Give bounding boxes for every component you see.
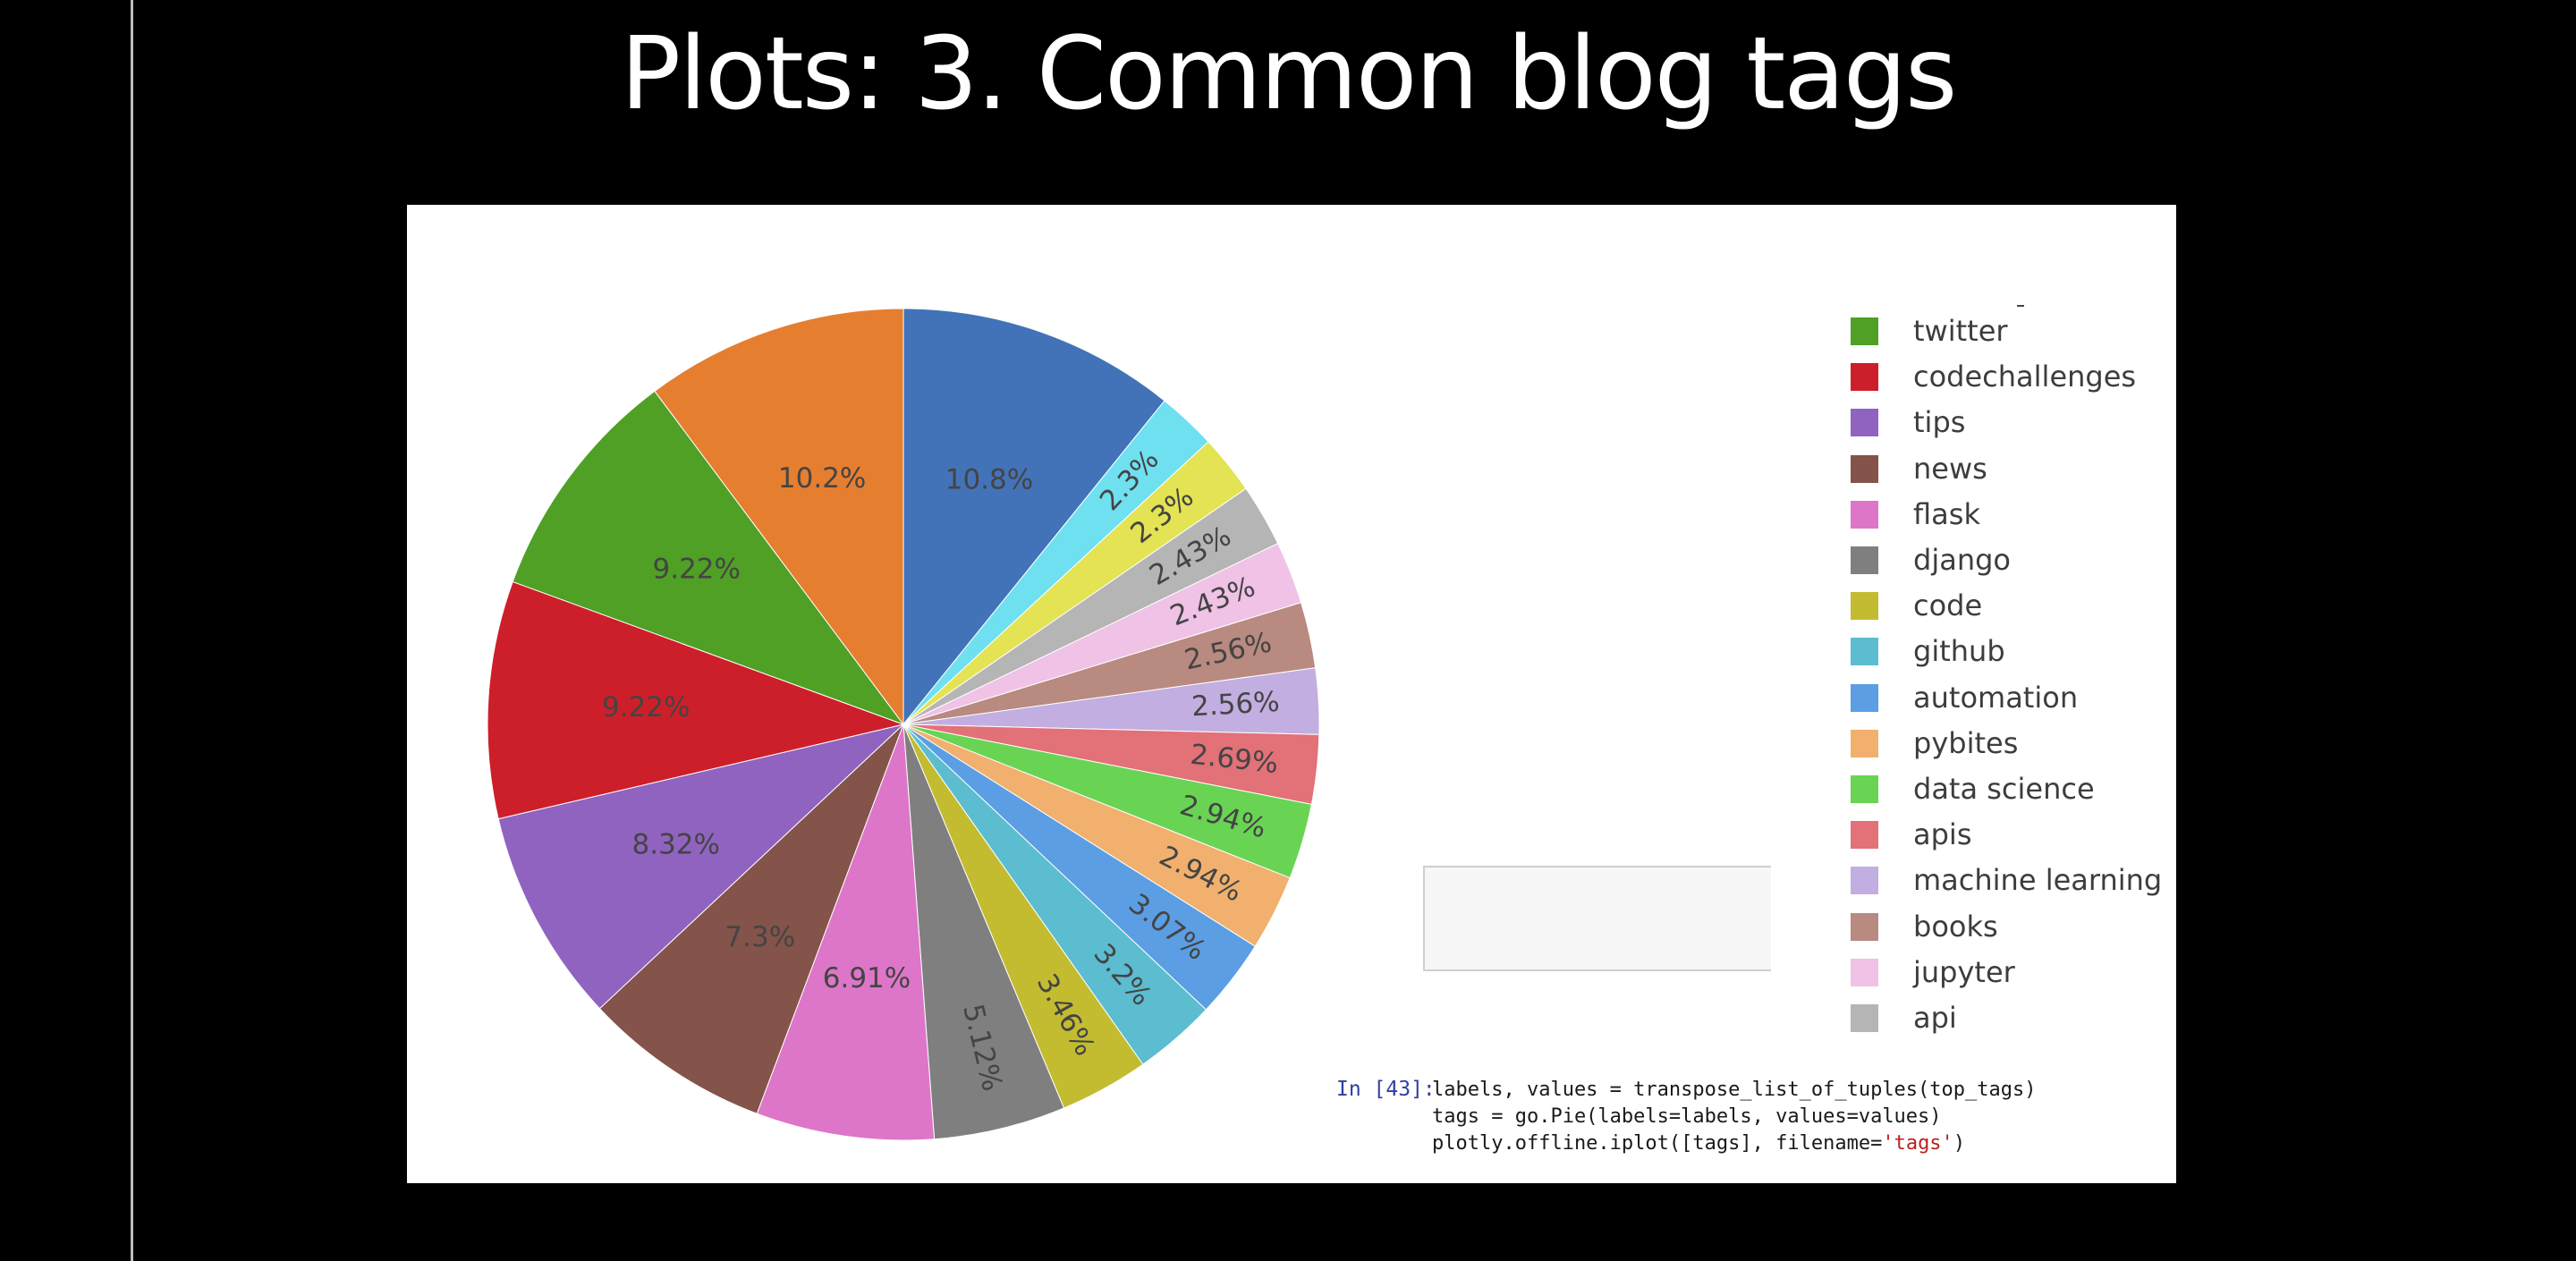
pie-chart: 10.8% 2.3%2.3%2.43%2.43%2.56%2.56%2.69%2.… xyxy=(487,308,1320,1141)
legend-swatch xyxy=(1851,683,1878,712)
legend-swatch xyxy=(1851,363,1878,392)
pie-slices xyxy=(487,308,1320,1141)
legend-swatch xyxy=(1851,729,1878,757)
pie-slice[interactable] xyxy=(598,724,904,1114)
legend-item[interactable]: twitter xyxy=(1851,309,2173,354)
legend-item[interactable]: news xyxy=(1851,446,2173,492)
legend-item[interactable]: flask xyxy=(1851,492,2173,537)
pie-slice-label: 2.56% xyxy=(1191,686,1280,723)
pie-slice-label: 8.32% xyxy=(631,828,719,860)
legend-swatch xyxy=(1851,821,1878,850)
legend-item[interactable]: automation xyxy=(1851,675,2173,721)
pie-slice-label: 7.3% xyxy=(724,921,795,953)
legend-swatch xyxy=(1851,500,1878,529)
legend-label: jupyter xyxy=(1913,954,2015,989)
legend-swatch xyxy=(1851,958,1878,986)
legend-label: pybites xyxy=(1913,725,2019,760)
legend-label: tips xyxy=(1913,405,1966,440)
legend-swatch xyxy=(1851,592,1878,621)
legend-swatch xyxy=(1851,638,1878,666)
code-line-2: tags = go.Pie(labels=labels, values=valu… xyxy=(1432,1105,1942,1128)
legend-item[interactable]: pybites xyxy=(1851,721,2173,766)
code-line-3-string: 'tags' xyxy=(1882,1132,1953,1155)
legend-item[interactable]: api xyxy=(1851,995,2173,1041)
legend-label: twitter xyxy=(1913,314,2008,348)
legend-label: data science xyxy=(1913,772,2095,806)
notebook-output-panel: 10.8% 2.3% 2.3% 2.43% 2.43% 2.56% 2.56% 2.69% 2.… xyxy=(407,205,2176,1183)
slide-title: Plots: 3. Common blog tags xyxy=(620,16,1958,132)
legend-swatch xyxy=(1851,546,1878,574)
legend-item[interactable]: machine learning xyxy=(1851,858,2173,903)
legend-label: apis xyxy=(1913,817,1972,852)
legend-swatch xyxy=(1851,912,1878,941)
legend-swatch xyxy=(1851,867,1878,895)
legend-label: django xyxy=(1913,543,2011,577)
legend-label: machine learning xyxy=(1913,863,2163,898)
pie-slice[interactable] xyxy=(902,724,1065,1140)
legend-label: api xyxy=(1913,1001,1957,1035)
pie-slice-label: 10.8% xyxy=(945,464,1033,496)
pie-slice[interactable] xyxy=(487,580,905,820)
slide-divider-line xyxy=(131,0,133,1261)
legend-label: books xyxy=(1913,909,1998,944)
code-line-1: labels, values = transpose_list_of_tuple… xyxy=(1432,1079,2037,1101)
pie-slice[interactable] xyxy=(902,308,1165,726)
legend-label: github xyxy=(1913,634,2005,669)
legend-label: code xyxy=(1913,588,1983,623)
legend-scroll-indicator xyxy=(2017,305,2024,307)
legend-item[interactable]: code xyxy=(1851,583,2173,629)
pie-slice-label: 9.22% xyxy=(653,553,741,585)
legend-swatch xyxy=(1851,1004,1878,1032)
legend-item[interactable]: jupyter xyxy=(1851,950,2173,995)
legend-item[interactable]: data science xyxy=(1851,766,2173,812)
code-line-3: plotly.offline.iplot([tags], filename='t… xyxy=(1432,1132,1965,1155)
legend-swatch xyxy=(1851,317,1878,345)
legend-label: automation xyxy=(1913,680,2079,715)
pie-slice[interactable] xyxy=(756,724,936,1141)
legend-swatch xyxy=(1851,775,1878,803)
code-line-3-close: ) xyxy=(1953,1132,1966,1155)
code-line-3-call: plotly.offline.iplot([tags], filename= xyxy=(1432,1132,1883,1155)
legend-swatch xyxy=(1851,454,1878,483)
code-cell-input[interactable] xyxy=(1423,866,1771,971)
legend-label: codechallenges xyxy=(1913,360,2137,394)
legend-swatch xyxy=(1851,409,1878,437)
legend-item[interactable]: apis xyxy=(1851,812,2173,858)
legend-label: flask xyxy=(1913,496,1980,531)
pie-slice-label: 6.91% xyxy=(823,962,911,994)
legend-item[interactable]: django xyxy=(1851,537,2173,583)
cell-prompt: In [43]: xyxy=(1336,1078,1436,1101)
pie-slice[interactable] xyxy=(654,308,904,726)
pie-slice[interactable] xyxy=(512,390,905,726)
legend-label: news xyxy=(1913,451,1987,486)
pie-slice-label: 10.2% xyxy=(778,462,866,495)
legend-item[interactable]: tips xyxy=(1851,400,2173,445)
pie-slice-label: 9.22% xyxy=(602,691,690,724)
legend-item[interactable]: github xyxy=(1851,629,2173,674)
legend-item[interactable]: books xyxy=(1851,904,2173,950)
legend-item[interactable]: codechallenges xyxy=(1851,354,2173,400)
